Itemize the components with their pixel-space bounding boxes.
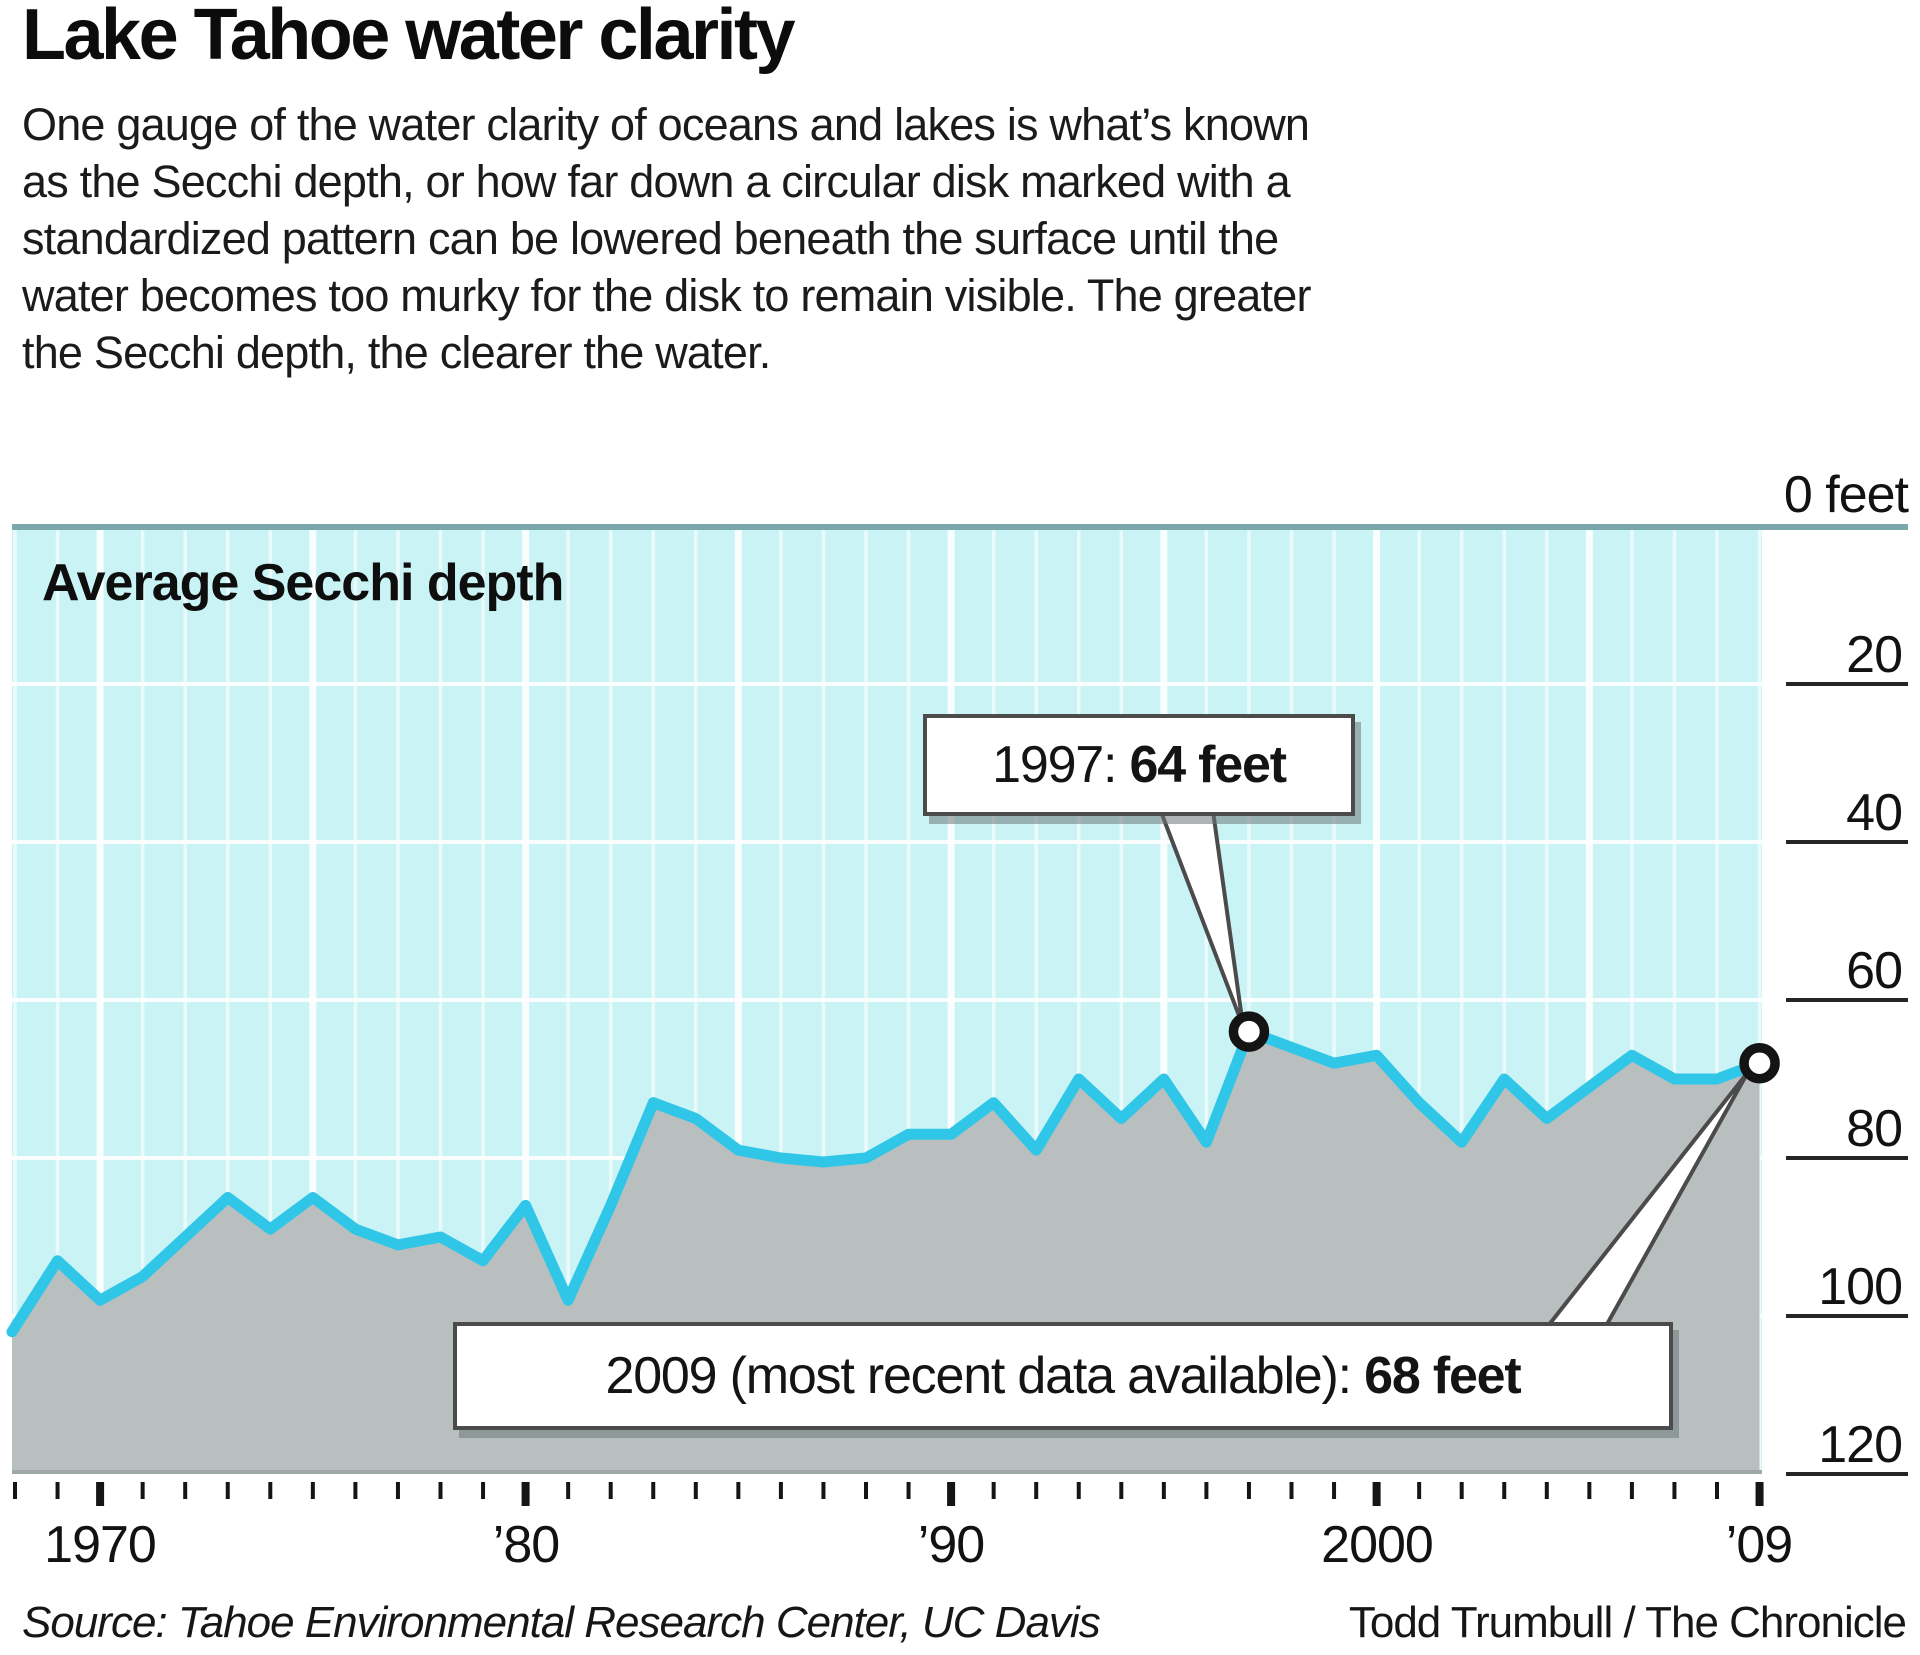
chart-inner-title: Average Secchi depth	[42, 554, 563, 612]
y-axis-tick-lines	[1786, 682, 1908, 1476]
callout-2009-label: 2009 (most recent data available):	[605, 1347, 1365, 1405]
callout-1997-label: 1997:	[992, 736, 1130, 794]
x-axis-label-90: ’90	[918, 1516, 984, 1574]
data-point-markers	[1228, 1011, 1780, 1084]
y-axis-label-40: 40	[1846, 784, 1902, 842]
marker-dot-1997	[1228, 1011, 1270, 1052]
callout-2009: 2009 (most recent data available): 68 fe…	[453, 1322, 1673, 1430]
intro-line: as the Secchi depth, or how far down a c…	[22, 156, 1291, 207]
intro-line: the Secchi depth, the clearer the water.	[22, 327, 771, 378]
page-title: Lake Tahoe water clarity	[22, 0, 796, 75]
intro-paragraph: One gauge of the water clarity of oceans…	[22, 96, 1582, 381]
y-axis-label-100: 100	[1818, 1258, 1902, 1316]
intro-line: One gauge of the water clarity of oceans…	[22, 99, 1310, 150]
x-axis-label-09: ’09	[1726, 1516, 1792, 1574]
y-axis-label-60: 60	[1846, 942, 1902, 1000]
y-axis-label-120: 120	[1818, 1416, 1902, 1474]
marker-dot-2009	[1739, 1042, 1780, 1084]
intro-line: standardized pattern can be lowered bene…	[22, 213, 1279, 264]
intro-line: water becomes too murky for the disk to …	[22, 270, 1311, 321]
callout-1997-value: 64 feet	[1129, 736, 1288, 794]
secchi-data-line	[6, 1026, 1765, 1338]
x-axis-label-80: ’80	[493, 1516, 559, 1574]
x-axis-label-2000: 2000	[1321, 1516, 1433, 1574]
x-axis-ticks	[13, 1482, 1764, 1506]
x-axis-label-1970: 1970	[44, 1516, 156, 1574]
y-axis-zero-label: 0 feet	[1784, 466, 1910, 524]
callout-2009-value: 68 feet	[1364, 1347, 1522, 1405]
callout-1997: 1997: 64 feet	[923, 714, 1355, 816]
author-credit: Todd Trumbull / The Chronicle	[1348, 1598, 1907, 1647]
y-axis-label-20: 20	[1846, 626, 1902, 684]
source-credit: Source: Tahoe Environmental Research Cen…	[22, 1598, 1101, 1647]
y-axis-label-80: 80	[1846, 1100, 1902, 1158]
